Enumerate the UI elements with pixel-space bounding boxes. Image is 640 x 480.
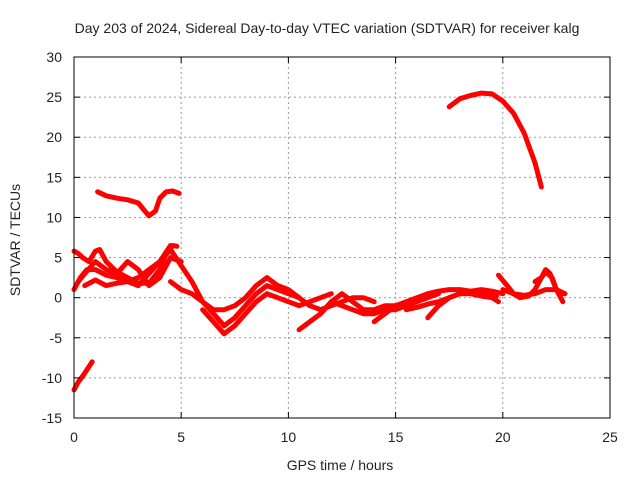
y-axis-label: SDTVAR / TECUs: [7, 184, 23, 296]
y-tick-label: 15: [46, 169, 62, 185]
plot-frame: [73, 56, 611, 419]
series-arc-e: [75, 255, 184, 289]
series-arc-k: [328, 291, 441, 317]
x-tick-label: 10: [281, 429, 297, 445]
x-tick-label: 5: [177, 429, 185, 445]
y-tick-label: 10: [46, 209, 62, 225]
series-arc-n: [425, 287, 506, 321]
series-arc-d: [71, 247, 302, 313]
x-tick-label: 0: [70, 429, 78, 445]
y-tick-label: -15: [42, 410, 62, 426]
series-group: [71, 90, 568, 393]
y-tick-label: -10: [42, 370, 62, 386]
x-tick-label: 20: [495, 429, 511, 445]
y-tick-label: 5: [54, 250, 62, 266]
y-tick-label: -5: [50, 330, 63, 346]
series-arc-b: [95, 188, 182, 219]
chart-title: Day 203 of 2024, Sidereal Day-to-day VTE…: [75, 20, 580, 36]
y-tick-label: 0: [54, 290, 62, 306]
series-arc-o: [446, 90, 544, 190]
y-tick-label: 30: [46, 49, 62, 65]
series-arc-h: [200, 291, 334, 337]
x-axis-label: GPS time / hours: [287, 457, 394, 473]
grid: [74, 57, 610, 418]
x-tick-label: 25: [602, 429, 618, 445]
series-arc-r: [532, 267, 566, 305]
y-tick-label: 25: [46, 89, 62, 105]
x-tick-label: 15: [388, 429, 404, 445]
series-arc-f: [82, 243, 173, 289]
series-arc-g: [168, 279, 291, 329]
ticks: 0 5 10 15 20 25 -15 -10 -5 0 5 10 15 20 25 30: [42, 49, 618, 445]
y-tick-label: 20: [46, 129, 62, 145]
series-arc-a: [71, 359, 95, 393]
